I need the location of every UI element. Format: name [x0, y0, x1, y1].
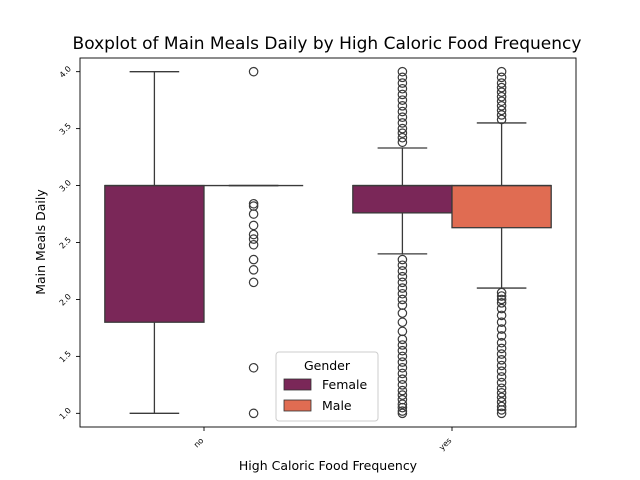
- outlier-female-yes: [397, 95, 408, 105]
- outlier-female-yes: [397, 83, 408, 94]
- outlier-female-yes: [397, 277, 408, 288]
- outlier-female-yes: [397, 66, 408, 77]
- outlier-female-yes: [397, 385, 408, 396]
- outlier-female-yes: [397, 300, 408, 310]
- outlier-female-yes: [397, 89, 408, 100]
- outlier-male-no: [248, 234, 259, 244]
- outlier-male-yes: [496, 331, 507, 341]
- legend-label-female: Female: [322, 377, 368, 392]
- outlier-female-yes: [397, 357, 408, 367]
- outlier-female-yes: [397, 260, 408, 271]
- outlier-male-yes: [496, 377, 507, 388]
- outlier-male-yes: [496, 87, 507, 97]
- box-female-no: [104, 184, 205, 323]
- outlier-male-yes: [496, 303, 507, 314]
- outlier-female-yes: [397, 283, 408, 293]
- outlier-male-yes: [496, 355, 507, 365]
- outlier-male-yes: [496, 310, 507, 321]
- outlier-female-yes: [397, 351, 408, 362]
- legend-swatch-male: [283, 399, 312, 412]
- outlier-female-yes: [397, 101, 408, 111]
- outlier-female-yes: [397, 132, 408, 143]
- outlier-male-yes: [496, 105, 507, 116]
- outlier-female-yes: [397, 390, 408, 400]
- outlier-male-yes: [496, 388, 507, 398]
- outlier-male-no: [248, 229, 259, 240]
- box-male-yes: [451, 184, 552, 229]
- outlier-male-yes: [496, 343, 507, 354]
- outlier-female-yes: [397, 137, 408, 148]
- y-axis-label: Main Meals Daily: [33, 189, 48, 295]
- outlier-male-yes: [496, 298, 507, 308]
- outlier-female-yes: [397, 288, 408, 299]
- outlier-male-no: [248, 408, 259, 419]
- legend-title: Gender: [304, 358, 351, 373]
- outlier-male-yes: [496, 72, 507, 83]
- outlier-female-yes: [397, 123, 408, 134]
- outlier-male-yes: [496, 294, 507, 305]
- outlier-female-yes: [397, 271, 408, 282]
- outlier-male-yes: [496, 324, 507, 334]
- outlier-female-yes: [397, 294, 408, 305]
- outlier-female-yes: [397, 128, 408, 138]
- outlier-male-no: [248, 220, 259, 231]
- outlier-male-yes: [496, 349, 507, 359]
- outlier-male-no: [248, 198, 259, 209]
- outlier-female-yes: [397, 340, 408, 350]
- outlier-female-yes: [397, 106, 408, 117]
- outlier-male-yes: [496, 66, 507, 77]
- outlier-male-yes: [496, 291, 507, 301]
- outlier-female-yes: [397, 368, 408, 379]
- plot-area: [104, 66, 552, 419]
- outlier-male-yes: [496, 392, 507, 403]
- outlier-female-yes: [397, 326, 408, 337]
- outlier-male-no: [248, 277, 259, 288]
- x-axis-label: High Caloric Food Frequency: [239, 458, 418, 473]
- outlier-male-yes: [496, 101, 507, 111]
- outlier-female-yes: [397, 72, 408, 83]
- outlier-male-yes: [496, 91, 507, 102]
- outlier-male-no: [248, 239, 259, 250]
- legend-swatch-female: [283, 378, 312, 391]
- outlier-male-yes: [496, 397, 507, 407]
- outlier-female-yes: [397, 118, 408, 128]
- box-female-yes: [352, 184, 453, 214]
- outlier-female-yes: [397, 374, 408, 384]
- outlier-male-yes: [496, 317, 507, 328]
- outlier-male-yes: [496, 337, 507, 348]
- outlier-male-no: [248, 265, 259, 275]
- outlier-male-no: [248, 254, 259, 265]
- outlier-male-yes: [496, 401, 507, 412]
- outlier-male-yes: [496, 114, 507, 125]
- outlier-female-yes: [397, 78, 408, 88]
- outlier-female-yes: [397, 406, 408, 416]
- outlier-male-yes: [496, 287, 507, 298]
- chart-title: Boxplot of Main Meals Daily by High Calo…: [73, 34, 582, 54]
- outlier-male-yes: [496, 408, 507, 419]
- outlier-male-no: [248, 66, 259, 77]
- outlier-male-yes: [496, 383, 507, 394]
- legend: Gender Female Male: [275, 351, 379, 422]
- outlier-female-yes: [397, 362, 408, 373]
- outlier-male-yes: [496, 78, 507, 88]
- outlier-male-yes: [496, 372, 507, 382]
- outlier-male-yes: [496, 96, 507, 107]
- outlier-male-yes: [496, 82, 507, 93]
- outlier-female-yes: [397, 254, 408, 265]
- outlier-male-yes: [496, 110, 507, 120]
- outlier-female-yes: [397, 266, 408, 276]
- outlier-female-yes: [397, 394, 408, 405]
- outlier-male-yes: [496, 366, 507, 376]
- outlier-female-yes: [397, 380, 408, 390]
- outlier-female-yes: [397, 317, 408, 328]
- legend-label-male: Male: [322, 398, 352, 413]
- outlier-female-yes: [397, 345, 408, 356]
- outlier-male-yes: [496, 360, 507, 371]
- outlier-male-no: [248, 362, 259, 373]
- outlier-female-yes: [397, 112, 408, 123]
- outlier-female-yes: [397, 399, 408, 410]
